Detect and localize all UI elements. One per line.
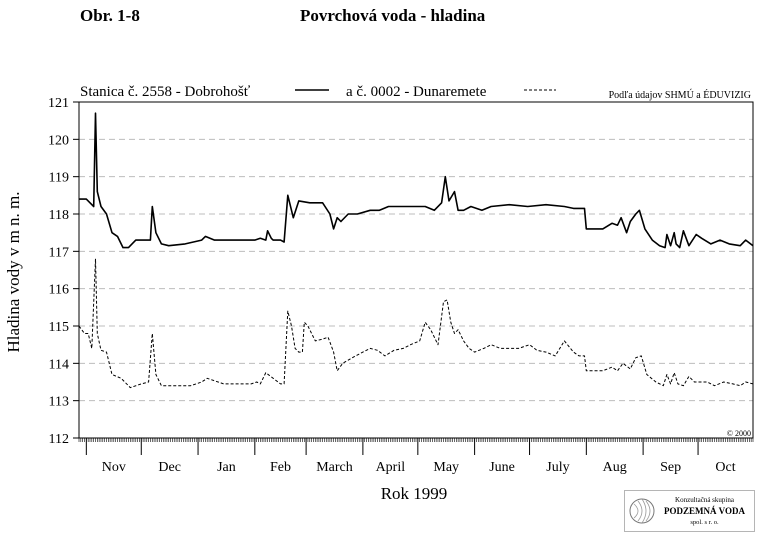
x-tick-label: Dec	[158, 460, 181, 475]
legend-label-2: a č. 0002 - Dunaremete	[346, 84, 487, 100]
y-tick-label: 113	[49, 395, 69, 410]
grid-lines	[79, 138, 753, 402]
plot-frame	[78, 101, 754, 439]
x-tick-label: Sep	[660, 460, 681, 475]
x-axis: Nov Dec Jan Feb March April May June July Aug Sep O…	[78, 438, 754, 503]
company-logo: Konzultačná skupina PODZEMNÁ VODA spol. …	[624, 490, 755, 532]
y-tick-label: 118	[49, 208, 69, 223]
y-tick-label: 120	[48, 133, 69, 148]
x-tick-label: Feb	[270, 460, 291, 475]
x-tick-label: Aug	[603, 460, 627, 475]
legend: Stanica č. 2558 - Dobrohošť a č. 0002 - D…	[80, 84, 751, 101]
y-tick-label: 116	[49, 283, 69, 298]
source-note: Podľa údajov SHMÚ a ÉDUVIZIG	[609, 89, 751, 101]
series-line-2	[78, 258, 754, 389]
plot-area: © 2000	[78, 101, 754, 439]
y-tick-label: 117	[49, 245, 69, 260]
y-tick-label: 121	[48, 96, 69, 111]
x-tick-label: April	[376, 460, 406, 475]
y-tick-label: 114	[49, 357, 69, 372]
y-axis: 112 113 114 115 116 117 118 119 120 121 Hladina vo…	[4, 96, 79, 447]
y-tick-label: 119	[49, 171, 69, 186]
x-tick-label: July	[546, 460, 569, 475]
y-tick-label: 112	[49, 432, 69, 447]
logo-line-2: PODZEMNÁ VODA	[664, 506, 745, 516]
x-tick-label: June	[489, 460, 515, 475]
series-line-1	[79, 112, 754, 249]
x-tick-label: Oct	[715, 460, 735, 475]
y-tick-label: 115	[49, 320, 69, 335]
x-tick-label: Jan	[217, 460, 236, 475]
x-tick-label: Nov	[102, 460, 126, 475]
x-tick-label: March	[316, 460, 353, 475]
y-axis-label: Hladina vody v m n. m.	[4, 191, 23, 352]
copyright-note: © 2000	[727, 429, 751, 438]
logo-line-3: spol. s r. o.	[690, 519, 719, 526]
figure-title: Povrchová voda - hladina	[300, 6, 486, 25]
logo-emblem	[629, 498, 655, 524]
x-axis-label: Rok 1999	[381, 484, 448, 503]
figure-number: Obr. 1-8	[80, 6, 140, 25]
x-tick-label: May	[433, 460, 459, 475]
logo-line-1: Konzultačná skupina	[675, 496, 734, 504]
legend-label-1: Stanica č. 2558 - Dobrohošť	[80, 84, 251, 100]
